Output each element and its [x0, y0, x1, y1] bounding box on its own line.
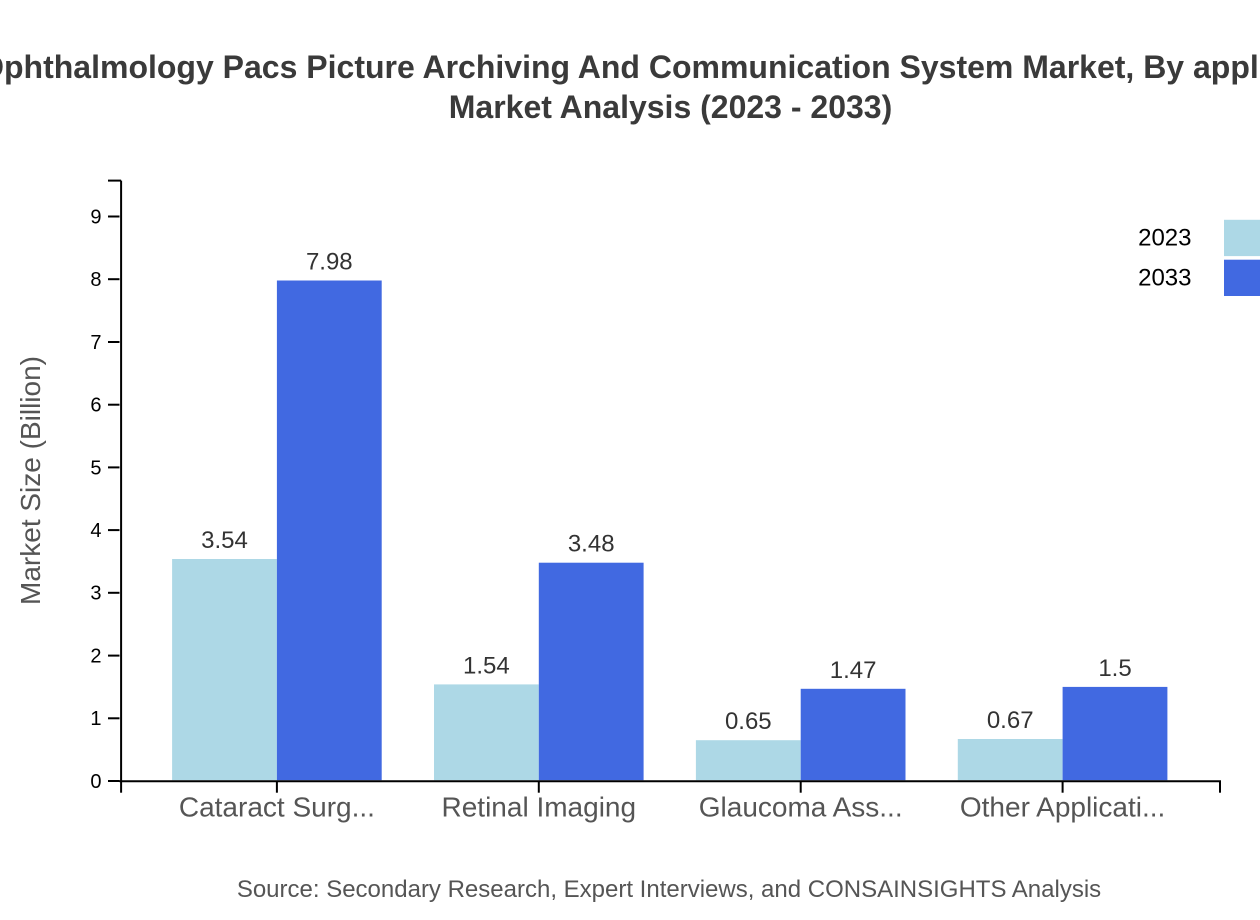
- svg-text:Ophthalmology Pacs Picture Arc: Ophthalmology Pacs Picture Archiving And…: [0, 49, 1260, 85]
- svg-text:1: 1: [90, 708, 101, 730]
- svg-text:2033: 2033: [1138, 265, 1191, 292]
- svg-text:Glaucoma Ass...: Glaucoma Ass...: [699, 792, 903, 823]
- svg-text:2023: 2023: [1138, 225, 1191, 252]
- svg-text:5: 5: [90, 457, 101, 479]
- svg-text:Source: Secondary Research, Ex: Source: Secondary Research, Expert Inter…: [237, 876, 1101, 903]
- svg-text:Retinal Imaging: Retinal Imaging: [442, 792, 637, 823]
- svg-text:Cataract Surg...: Cataract Surg...: [179, 792, 375, 823]
- svg-text:Other Applicati...: Other Applicati...: [960, 792, 1165, 823]
- svg-text:6: 6: [90, 395, 101, 417]
- svg-text:7: 7: [90, 332, 101, 354]
- svg-text:1.47: 1.47: [830, 657, 877, 684]
- svg-text:0: 0: [90, 771, 101, 793]
- svg-text:1.54: 1.54: [463, 652, 510, 679]
- svg-text:Market Size (Billion): Market Size (Billion): [15, 356, 46, 605]
- svg-text:9: 9: [90, 206, 101, 228]
- svg-text:7.98: 7.98: [306, 249, 353, 276]
- svg-text:0.65: 0.65: [725, 708, 772, 735]
- svg-text:Market Analysis (2023 - 2033): Market Analysis (2023 - 2033): [449, 89, 893, 125]
- svg-text:3.48: 3.48: [568, 531, 615, 558]
- svg-text:8: 8: [90, 269, 101, 291]
- svg-text:4: 4: [90, 520, 101, 542]
- svg-text:2: 2: [90, 646, 101, 668]
- svg-text:3.54: 3.54: [201, 527, 248, 554]
- svg-text:3: 3: [90, 583, 101, 605]
- svg-text:1.5: 1.5: [1098, 655, 1131, 682]
- svg-text:0.67: 0.67: [987, 707, 1034, 734]
